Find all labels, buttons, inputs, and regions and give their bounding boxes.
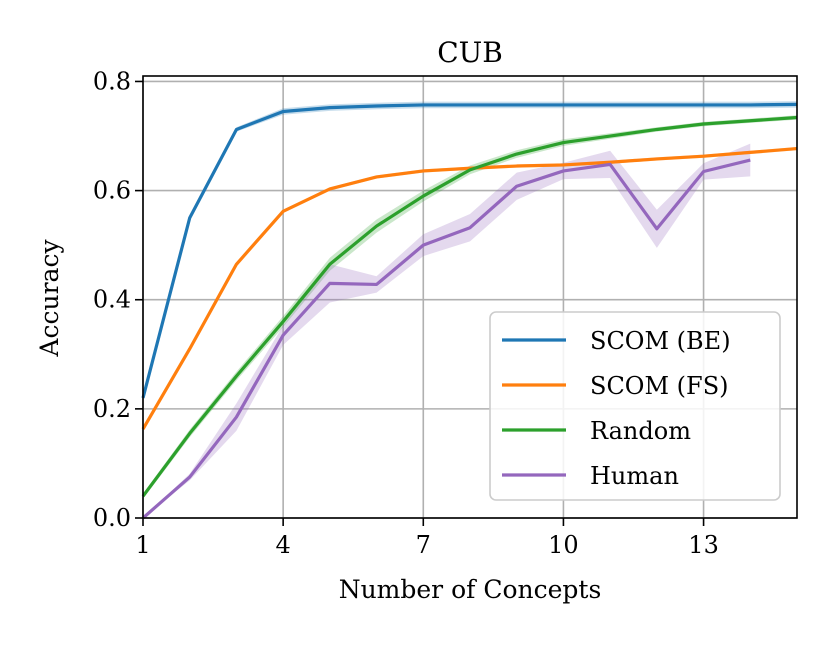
x-tick-label: 7	[416, 531, 431, 559]
series-line-scom-be	[141, 102, 798, 399]
series-line-human	[141, 158, 751, 520]
y-tick-label: 0.8	[93, 67, 131, 95]
x-tick-label: 4	[276, 531, 291, 559]
y-tick-label: 0.4	[93, 286, 131, 314]
axis-ticks: 1 4 7 10 13 0.0 0.2 0.4 0.6 0.8	[93, 67, 719, 559]
x-axis-label: Number of Concepts	[339, 575, 602, 604]
x-tick-label: 13	[688, 531, 719, 559]
legend-label-scom-fs: SCOM (FS)	[590, 372, 729, 400]
y-tick-label: 0.6	[93, 177, 131, 205]
x-tick-label: 1	[135, 531, 150, 559]
legend: SCOM (BE) SCOM (FS) Random Human	[489, 311, 781, 501]
series-lines	[141, 102, 798, 520]
chart-title: CUB	[437, 36, 503, 69]
legend-label-random: Random	[590, 417, 691, 445]
y-tick-label: 0.2	[93, 395, 131, 423]
plot-frame	[142, 75, 798, 519]
confidence-bands	[143, 101, 797, 519]
legend-label-human: Human	[590, 462, 679, 490]
series-line-random	[141, 115, 798, 498]
x-tick-label: 10	[548, 531, 579, 559]
y-axis-label: Accuracy	[35, 239, 64, 358]
legend-box	[489, 311, 781, 501]
band-human	[143, 143, 751, 519]
y-tick-label: 0.0	[93, 504, 131, 532]
legend-label-scom-be: SCOM (BE)	[590, 327, 731, 355]
